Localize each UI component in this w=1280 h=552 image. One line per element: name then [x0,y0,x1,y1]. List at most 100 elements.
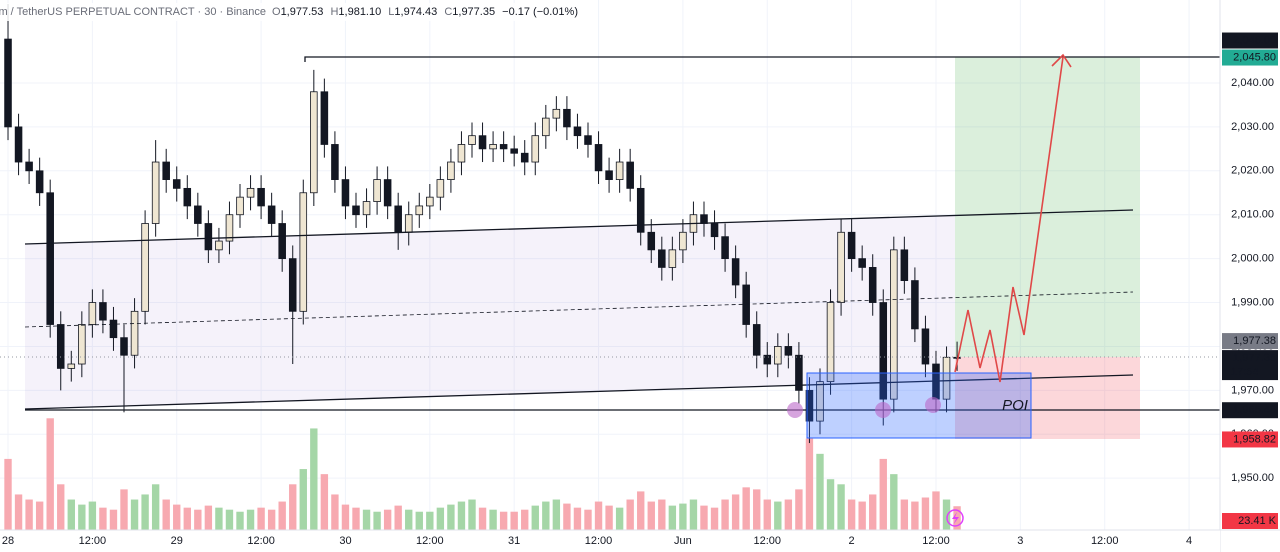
volume-bar [25,499,33,530]
volume-label-box [1222,513,1278,529]
x-tick-label: 12:00 [753,535,781,547]
candle-body [594,144,603,172]
volume-bar [531,505,539,530]
price-label-box [1222,49,1278,66]
volume-bar [563,503,571,530]
volume-bar [4,458,12,530]
candle-body [858,258,866,268]
alert-icon[interactable] [946,509,964,527]
volume-bar [668,505,677,530]
candle-body [942,356,951,400]
candle-body [225,214,234,242]
axes: 1,950.001,960.001,970.001,980.001,990.00… [2,32,1278,547]
projection-arrowhead [1051,53,1072,68]
candle-body [67,363,76,369]
volume-bar [183,507,191,530]
ohlc: O1,977.53 H1,981.10 L1,974.43 C1,977.35 … [272,6,578,18]
candle-body [162,161,170,180]
price-label: 1,977.38 [1233,335,1276,347]
volume-bar [816,453,824,530]
x-tick-label: 4 [1186,535,1192,547]
candle-body [183,187,192,207]
volume-bar [784,499,793,530]
volume-bar [88,501,97,530]
volume-bar [658,499,666,530]
candle-body [373,179,381,202]
volume-bar [489,509,497,530]
volume-bar [194,509,202,530]
candle-body [774,346,782,365]
symbol: hereum / TetherUS PERPETUAL CONTRACT · 3… [0,6,266,18]
volume-bar [352,507,360,530]
volume-bar [215,507,223,530]
x-tick-label: 2 [849,535,855,547]
header-bg [0,3,545,21]
volume-bar [615,507,624,530]
candle-body [4,38,12,128]
volume-bar [584,509,592,530]
volume-bar [341,504,350,530]
candle-body [721,236,729,260]
candle-body [88,302,97,325]
candle-body [310,91,318,194]
volume-bar [35,501,44,530]
candle-body [679,231,687,251]
volume-bar [679,503,687,530]
candle-body [383,179,392,207]
candle-body [457,144,466,163]
poi-label: POI [1002,397,1028,414]
volume-bar [763,499,771,530]
y-tick-label: 2,040.00 [1231,77,1274,89]
candle-body [605,170,613,180]
y-tick-label: 1,970.00 [1231,384,1274,396]
candle-body [352,205,360,216]
volume-bar [626,499,634,530]
volume-bar [468,499,476,530]
y-tick-label: 1,990.00 [1231,296,1274,308]
price-label: 2,045.80 [1233,51,1276,63]
candle-body [805,389,814,422]
volume-bar [331,494,339,530]
volume-pane [4,418,961,530]
ohlc-value: 1,977.35 [452,6,495,18]
candle-body [584,135,592,145]
volume-bar [879,458,887,530]
candle-body [320,91,329,145]
volume-bar [246,509,255,530]
candle-body [742,284,750,325]
price-label-box [1222,32,1278,49]
candle-body [362,201,371,216]
price-label: 1,965.48 [1233,404,1276,416]
ohlc-key: C [444,6,452,18]
volume-bar [289,484,297,530]
volume-bar [162,499,170,530]
candle-body [109,319,118,339]
countdown: 17:54 [1231,366,1259,378]
volume-bar [510,511,518,530]
volume-label: 23.41 K [1238,515,1277,527]
volume-bar [151,484,160,530]
price-label: 1,977.35 [1233,352,1276,364]
volume-bar [805,438,814,530]
x-tick-label: 3 [1017,535,1023,547]
volume-bar [499,511,508,530]
volume-bar [731,494,740,530]
candle-body [25,161,33,172]
candle-body [563,108,571,128]
volume-bar [911,501,919,530]
volume-bar [753,489,761,530]
candle-body [194,205,202,224]
volume-bar [552,499,561,530]
candle-body [257,187,265,207]
candle-body [573,126,582,137]
ohlc-value: 1,981.10 [338,6,381,18]
candle-body [35,170,44,194]
x-tick-label: 12:00 [79,535,107,547]
volume-bar [478,507,487,530]
candle-body [911,280,919,330]
candle-body [890,249,898,400]
candle-body [879,302,888,400]
x-tick-label: 12:00 [416,535,444,547]
candle-body [151,161,160,224]
volume-bar [457,501,466,530]
